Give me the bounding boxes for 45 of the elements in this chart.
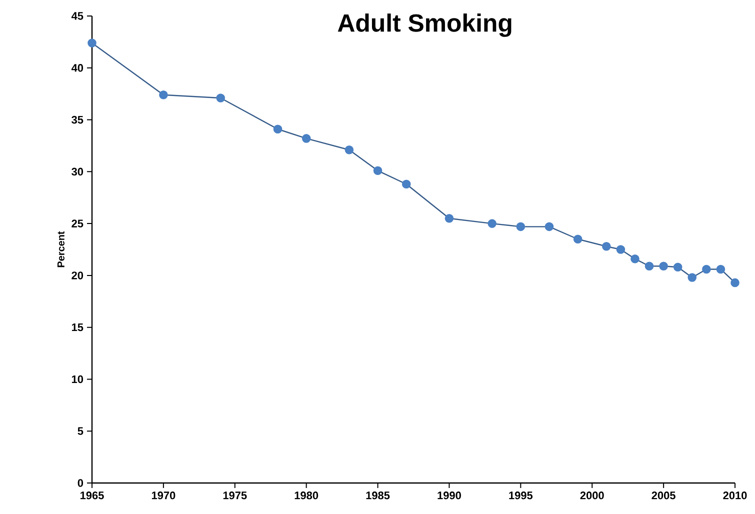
point bbox=[444, 214, 454, 223]
point bbox=[273, 124, 282, 134]
point bbox=[702, 264, 711, 274]
x-tick-label: 2000 bbox=[580, 492, 604, 500]
x-tick-label: 1985 bbox=[366, 492, 390, 500]
point bbox=[159, 90, 168, 100]
point bbox=[402, 180, 411, 189]
y-tick-label: 0 bbox=[78, 479, 84, 487]
point bbox=[88, 38, 96, 48]
point bbox=[516, 222, 526, 232]
point bbox=[688, 273, 697, 282]
x-tick-label: 1975 bbox=[223, 492, 247, 500]
y-tick-label: 20 bbox=[72, 272, 84, 280]
point bbox=[302, 134, 311, 143]
y-axis-title: Percent bbox=[57, 231, 64, 268]
point bbox=[616, 245, 626, 254]
point bbox=[716, 264, 726, 274]
point bbox=[216, 94, 225, 102]
point bbox=[488, 219, 496, 228]
x-tick-label: 1995 bbox=[509, 492, 533, 500]
x-tick-label: 2010 bbox=[723, 492, 747, 500]
point bbox=[644, 262, 654, 271]
point bbox=[573, 234, 582, 244]
x-tick-label: 2005 bbox=[652, 492, 676, 500]
x-tick-label: 1965 bbox=[80, 492, 104, 500]
y-tick-label: 5 bbox=[78, 427, 84, 435]
y-tick-label: 30 bbox=[72, 168, 84, 176]
point bbox=[673, 262, 682, 272]
point bbox=[344, 145, 354, 154]
y-tick-label: 35 bbox=[72, 116, 84, 124]
y-tick-label: 15 bbox=[72, 324, 84, 332]
x-tick-label: 1980 bbox=[294, 492, 318, 500]
point bbox=[730, 278, 740, 288]
x-tick-label: 1970 bbox=[152, 492, 176, 500]
y-tick-label: 40 bbox=[71, 64, 84, 72]
y-tick-label: 25 bbox=[72, 220, 84, 228]
point bbox=[373, 166, 382, 176]
x-tick-label: 1990 bbox=[438, 492, 461, 500]
point bbox=[544, 222, 554, 232]
point bbox=[602, 242, 611, 251]
point bbox=[630, 254, 640, 264]
y-tick-label: 45 bbox=[71, 12, 84, 20]
point bbox=[659, 262, 668, 271]
chart-title: Adult Smoking bbox=[338, 14, 512, 37]
y-tick-label: 10 bbox=[72, 375, 84, 384]
